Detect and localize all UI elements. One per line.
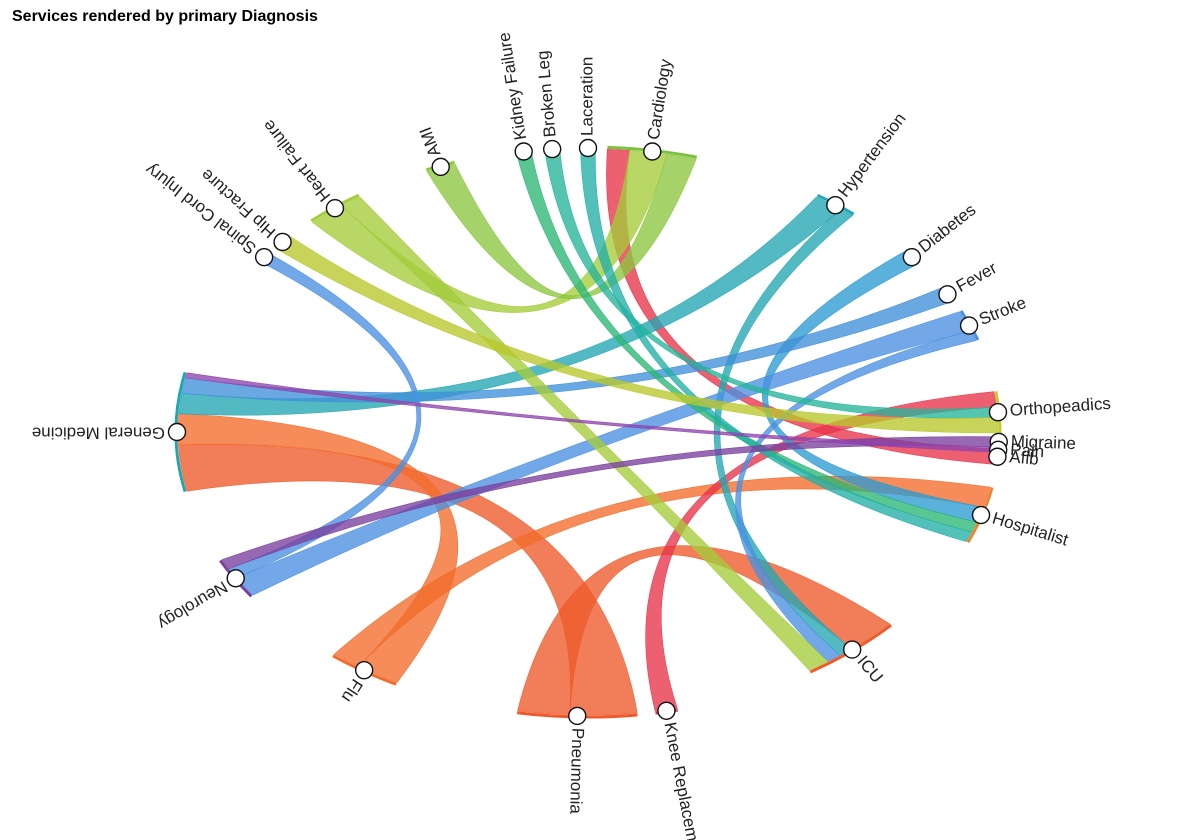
node-marker-flu[interactable] (354, 660, 374, 680)
node-label-ami: AMI (416, 124, 445, 159)
node-marker-hip-fracture[interactable] (273, 232, 292, 252)
node-marker-neurology[interactable] (226, 569, 245, 588)
node-label-diabetes: Diabetes (915, 200, 980, 256)
node-stroke[interactable]: Stroke (959, 293, 1029, 335)
ribbon-heart-failure-to-icu (341, 196, 829, 671)
node-label-migraine: Migraine (1010, 432, 1076, 453)
node-label-laceration: Laceration (577, 57, 596, 136)
ribbon-stroke-to-neurology (236, 311, 972, 596)
node-marker-kidney-failure[interactable] (514, 142, 533, 161)
node-label-neurology: Neurology (154, 577, 231, 633)
node-orthopeadics[interactable]: Orthopeadics (988, 394, 1111, 422)
node-label-orthopeadics: Orthopeadics (1009, 394, 1111, 420)
node-label-cardiology: Cardiology (644, 57, 676, 141)
ribbon-layer (177, 148, 999, 716)
ribbon-laceration-to-hospitalist (580, 148, 973, 542)
node-label-heart-failure: Heart Failure (259, 116, 334, 205)
node-marker-stroke[interactable] (959, 316, 979, 335)
node-marker-diabetes[interactable] (902, 247, 922, 267)
chart-title: Services rendered by primary Diagnosis (12, 8, 318, 25)
node-label-afib: Afib (1009, 447, 1040, 468)
node-marker-icu[interactable] (842, 640, 862, 659)
node-neurology[interactable]: Neurology (154, 569, 245, 634)
node-ami[interactable]: AMI (416, 124, 450, 177)
node-label-fever: Fever (953, 258, 1001, 296)
node-diabetes[interactable]: Diabetes (902, 200, 980, 267)
node-label-flu: Flu (338, 676, 367, 706)
node-marker-spinal-cord-injury[interactable] (254, 247, 274, 267)
node-marker-cardiology[interactable] (643, 142, 662, 161)
node-marker-laceration[interactable] (578, 138, 598, 158)
ribbon-pneumonia-to-icu (517, 545, 891, 716)
node-kidney-failure[interactable]: Kidney Failure (494, 31, 533, 161)
ribbon-ami-to-cardiology (426, 153, 697, 300)
node-hypertension[interactable]: Hypertension (826, 109, 910, 215)
node-fever[interactable]: Fever (938, 258, 1001, 304)
node-label-icu: ICU (853, 652, 886, 687)
node-label-hospitalist: Hospitalist (990, 508, 1071, 549)
node-marker-broken-leg[interactable] (542, 139, 562, 159)
ribbon-migraine-to-neurology (221, 436, 999, 570)
ribbon-stroke-to-icu (735, 330, 977, 662)
node-label-pain: Pain (1010, 440, 1045, 461)
node-pneumonia[interactable]: Pneumonia (566, 706, 587, 815)
node-general-medicine[interactable]: General Medicine (32, 422, 187, 443)
node-cardiology[interactable]: Cardiology (643, 57, 676, 161)
node-label-broken-leg: Broken Leg (533, 50, 560, 138)
node-label-pneumonia: Pneumonia (566, 728, 587, 815)
node-label-stroke: Stroke (976, 293, 1029, 329)
node-marker-general-medicine[interactable] (167, 422, 187, 442)
node-hospitalist[interactable]: Hospitalist (971, 505, 1071, 550)
node-marker-heart-failure[interactable] (325, 199, 345, 218)
node-marker-pneumonia[interactable] (568, 706, 587, 726)
node-knee-replacement[interactable]: Knee Replacement (657, 701, 707, 840)
node-marker-hospitalist[interactable] (971, 505, 991, 525)
node-laceration[interactable]: Laceration (577, 57, 598, 158)
node-marker-fever[interactable] (938, 285, 957, 304)
node-label-hypertension: Hypertension (834, 109, 909, 200)
node-afib[interactable]: Afib (988, 447, 1040, 469)
node-label-knee-replacement: Knee Replacement (660, 721, 706, 840)
node-label-general-medicine: General Medicine (32, 424, 165, 443)
node-marker-ami[interactable] (431, 157, 450, 177)
node-icu[interactable]: ICU (842, 640, 887, 687)
node-marker-knee-replacement[interactable] (657, 701, 676, 720)
node-marker-hypertension[interactable] (826, 195, 845, 215)
node-heart-failure[interactable]: Heart Failure (259, 116, 345, 218)
node-migraine[interactable]: Migraine (989, 432, 1076, 453)
node-label-kidney-failure: Kidney Failure (494, 31, 530, 141)
node-marker-afib[interactable] (988, 447, 1007, 466)
ribbon-hypertension-to-general-medicine (178, 196, 842, 416)
ribbon-pain-to-general-medicine (185, 372, 998, 453)
node-broken-leg[interactable]: Broken Leg (533, 50, 562, 159)
node-marker-orthopeadics[interactable] (988, 402, 1008, 422)
